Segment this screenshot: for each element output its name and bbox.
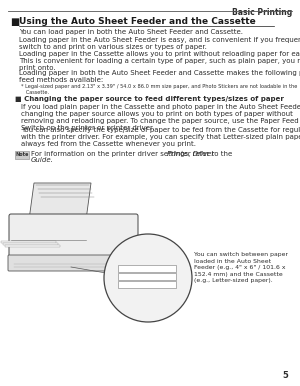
FancyBboxPatch shape: [118, 273, 176, 280]
FancyBboxPatch shape: [118, 281, 176, 288]
Text: Loading paper in the Cassette allows you to print without reloading paper for ea: Loading paper in the Cassette allows you…: [19, 51, 300, 71]
Text: Using the Auto Sheet Feeder and the Cassette: Using the Auto Sheet Feeder and the Cass…: [19, 17, 256, 26]
FancyBboxPatch shape: [15, 151, 29, 159]
Text: Loading paper in both the Auto Sheet Feeder and Cassette makes the following pap: Loading paper in both the Auto Sheet Fee…: [19, 70, 300, 83]
Bar: [3, 242, 58, 245]
Text: ■: ■: [10, 17, 19, 27]
Text: You can load paper in both the Auto Sheet Feeder and Cassette.: You can load paper in both the Auto Shee…: [19, 29, 243, 35]
Polygon shape: [29, 183, 91, 220]
Text: You can switch between paper
loaded in the Auto Sheet
Feeder (e.g., 4" x 6" / 10: You can switch between paper loaded in t…: [194, 252, 288, 283]
FancyBboxPatch shape: [8, 255, 130, 271]
Text: * Legal-sized paper and 2.13" x 3.39" / 54.0 x 86.0 mm size paper, and Photo Sti: * Legal-sized paper and 2.13" x 3.39" / …: [21, 84, 297, 95]
Text: Printer Driver: Printer Driver: [167, 151, 214, 157]
Text: If you load plain paper in the Cassette and photo paper in the Auto Sheet Feeder: If you load plain paper in the Cassette …: [21, 104, 300, 131]
Text: Note: Note: [15, 152, 29, 157]
Bar: [1, 240, 56, 243]
Text: 5: 5: [282, 371, 288, 380]
FancyBboxPatch shape: [118, 265, 176, 272]
Text: ■ Changing the paper source to feed different types/sizes of paper: ■ Changing the paper source to feed diff…: [15, 96, 284, 102]
Text: Loading paper in the Auto Sheet Feeder is easy, and is convenient if you frequen: Loading paper in the Auto Sheet Feeder i…: [19, 37, 300, 50]
Text: You can also specify the type/size of paper to be fed from the Cassette for regu: You can also specify the type/size of pa…: [21, 127, 300, 147]
Bar: [5, 244, 60, 247]
Circle shape: [104, 234, 192, 322]
FancyBboxPatch shape: [9, 214, 138, 258]
Text: Basic Printing: Basic Printing: [232, 8, 292, 17]
Text: Guide.: Guide.: [31, 157, 54, 163]
Text: For information on the printer driver settings, refer to the: For information on the printer driver se…: [31, 151, 235, 157]
